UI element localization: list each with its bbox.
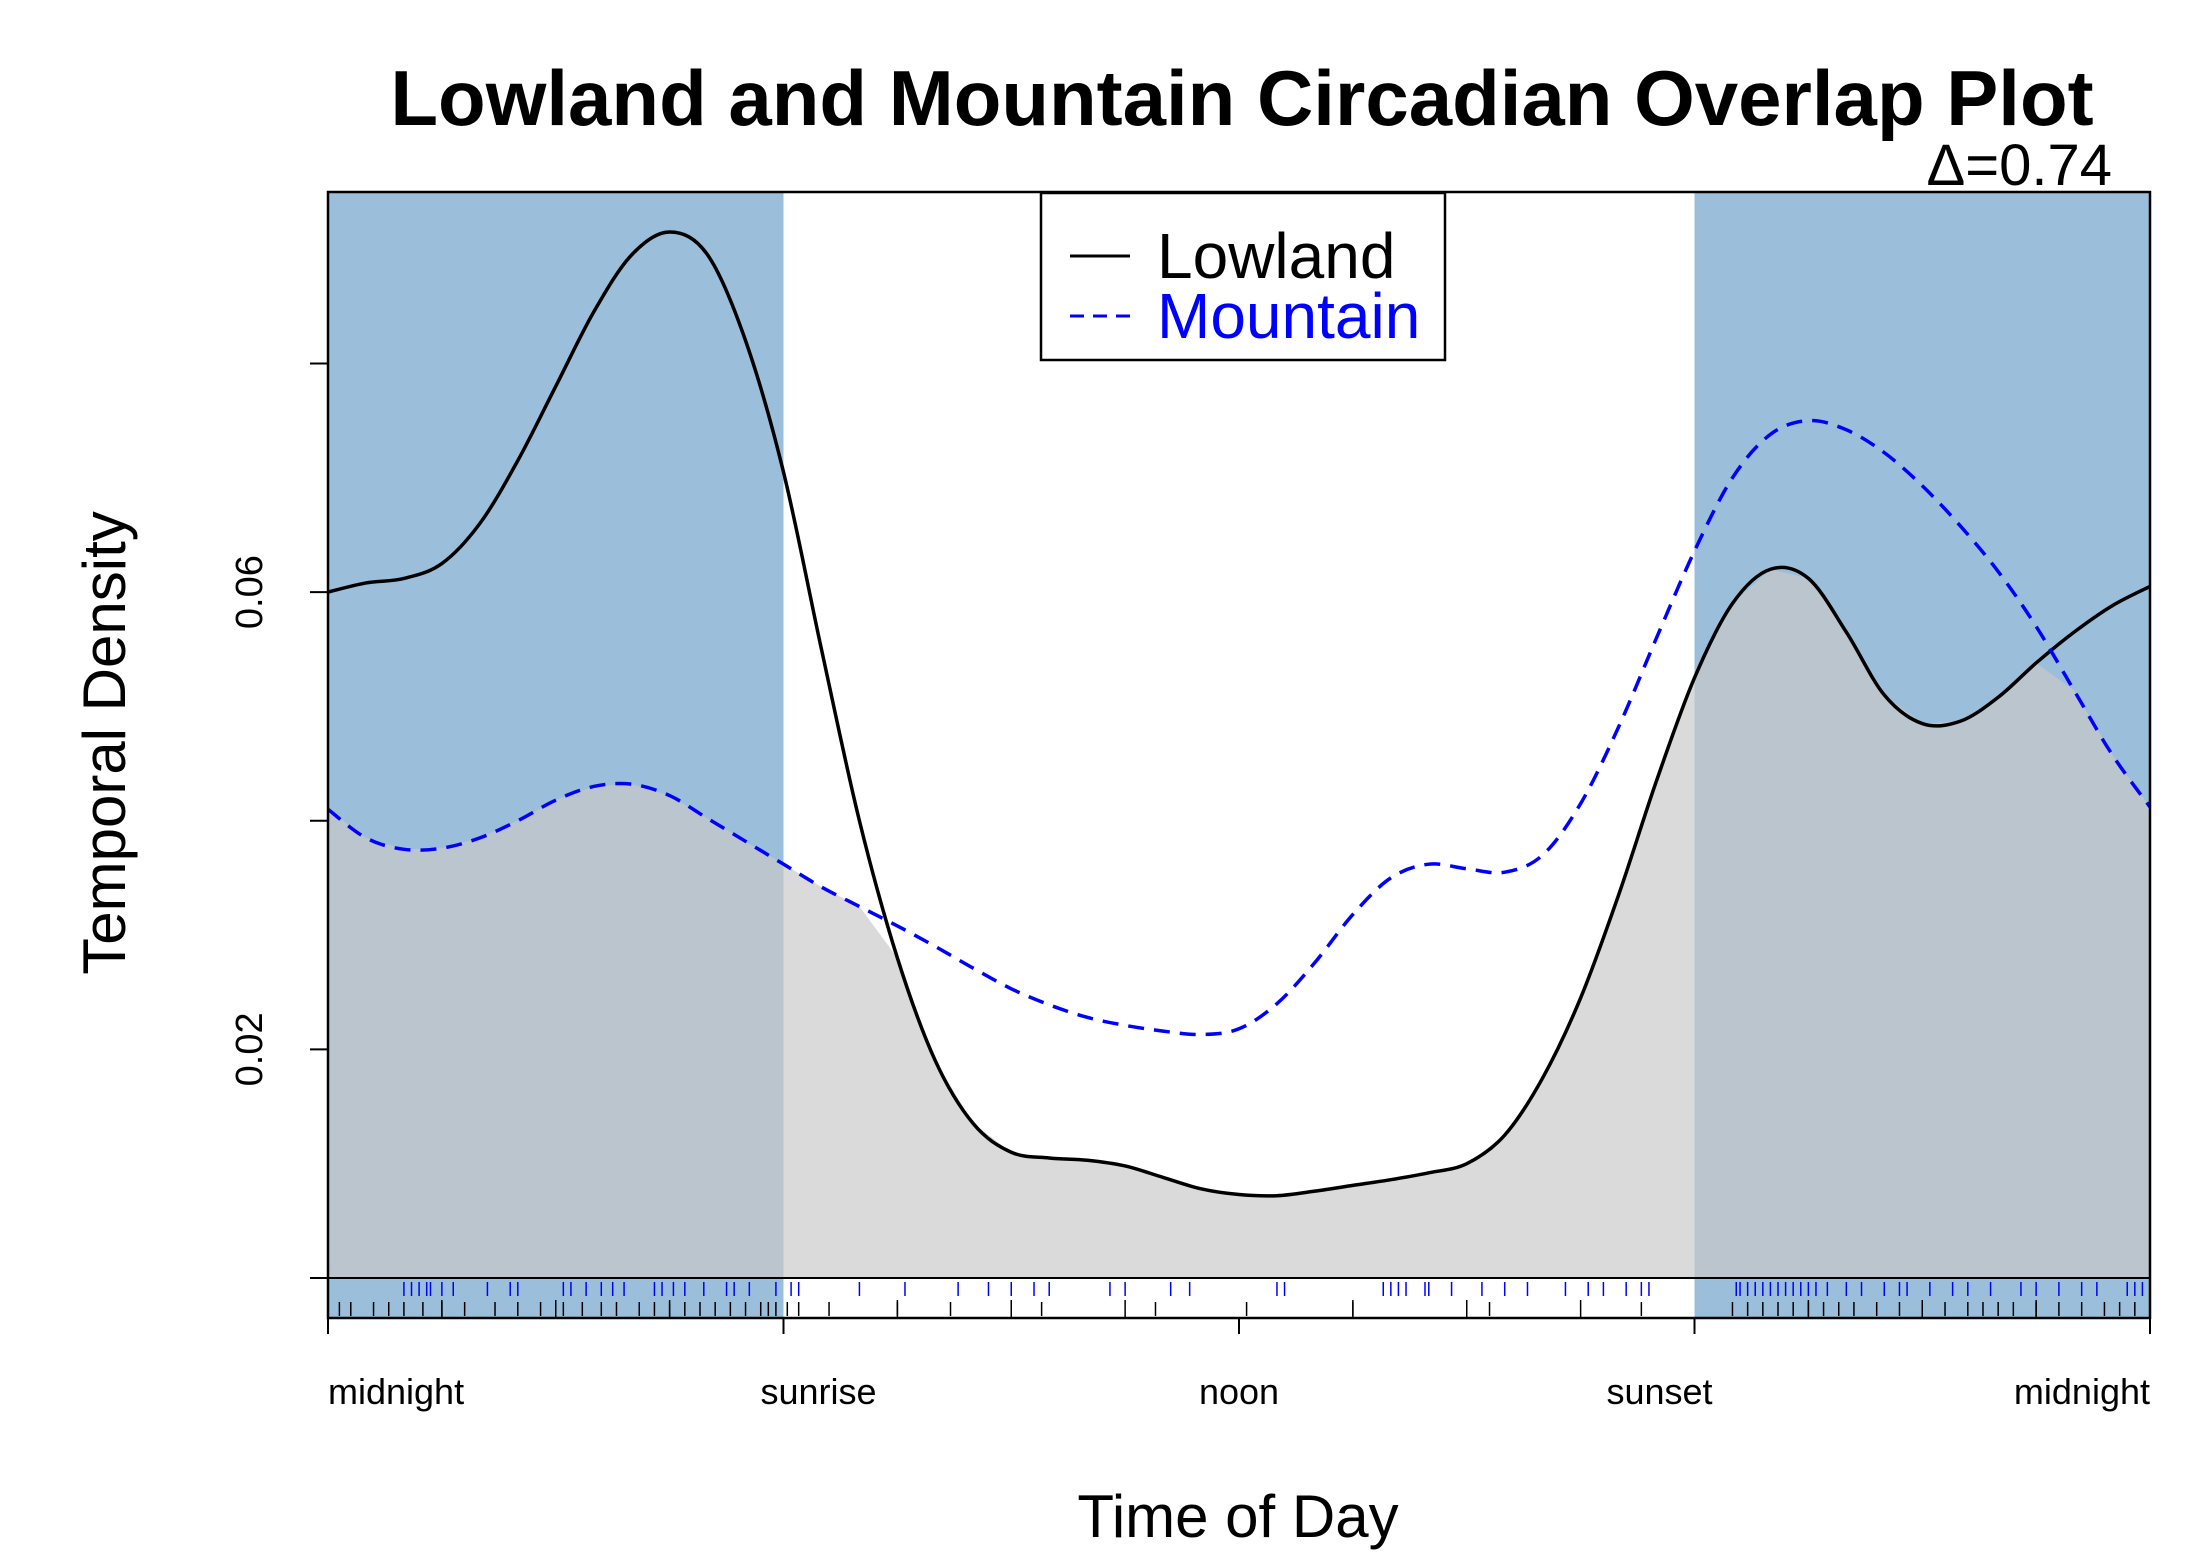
chart-subtitle: Δ=0.74 [1927, 133, 2113, 198]
overlap-area [328, 569, 2150, 1278]
series-line-lowland [327, 230, 2151, 1198]
x-axis-title: Time of Day [1077, 1483, 1398, 1550]
series-line-mountain [326, 418, 2152, 1037]
x-tick-label-4: midnight [2014, 1371, 2150, 1412]
x-tick-label-2: noon [1199, 1371, 1279, 1412]
x-tick-label-3: sunset [1606, 1371, 1712, 1412]
y-tick-label-1: 0.06 [229, 555, 271, 629]
y-axis-title: Temporal Density [71, 511, 138, 975]
x-tick-label-1: sunrise [760, 1371, 876, 1412]
legend-label-lowland: Lowland [1157, 220, 1395, 292]
chart-title: Lowland and Mountain Circadian Overlap P… [390, 54, 2093, 142]
overlap-area-layer [328, 569, 2150, 1278]
series-layer [326, 230, 2152, 1198]
y-tick-label-0: 0.02 [229, 1012, 271, 1086]
legend-label-mountain: Mountain [1157, 280, 1420, 352]
legend-box [1039, 191, 1447, 362]
x-tick-label-0: midnight [328, 1371, 464, 1412]
axis-layer: 0.02 0.06 midnight sunrise noon sunset midnigh… [229, 190, 2152, 1412]
rug-layer [338, 1282, 2144, 1316]
